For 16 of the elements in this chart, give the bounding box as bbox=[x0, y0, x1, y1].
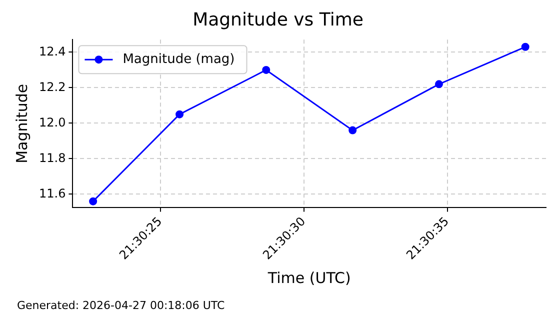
point bbox=[176, 110, 184, 118]
y-tick-label: 12.2 bbox=[39, 80, 66, 94]
y-tick-label: 11.8 bbox=[39, 150, 66, 165]
point bbox=[434, 80, 443, 88]
y-tick-label: 11.6 bbox=[39, 186, 66, 200]
y-tick-label: 12.0 bbox=[39, 115, 66, 130]
legend-label: Magnitude (mag) bbox=[122, 52, 235, 67]
point bbox=[89, 197, 98, 206]
y-axis-title: Magnitude bbox=[12, 84, 31, 164]
text: Generated: 2026-04-27 00:18:06 UTC bbox=[17, 299, 226, 312]
x-axis-title: Time (UTC) bbox=[266, 268, 351, 287]
point bbox=[521, 42, 530, 51]
y-tick-label: 12.4 bbox=[39, 44, 66, 58]
chart-title: Magnitude vs Time bbox=[192, 9, 364, 30]
point bbox=[262, 66, 270, 74]
point bbox=[348, 126, 357, 134]
